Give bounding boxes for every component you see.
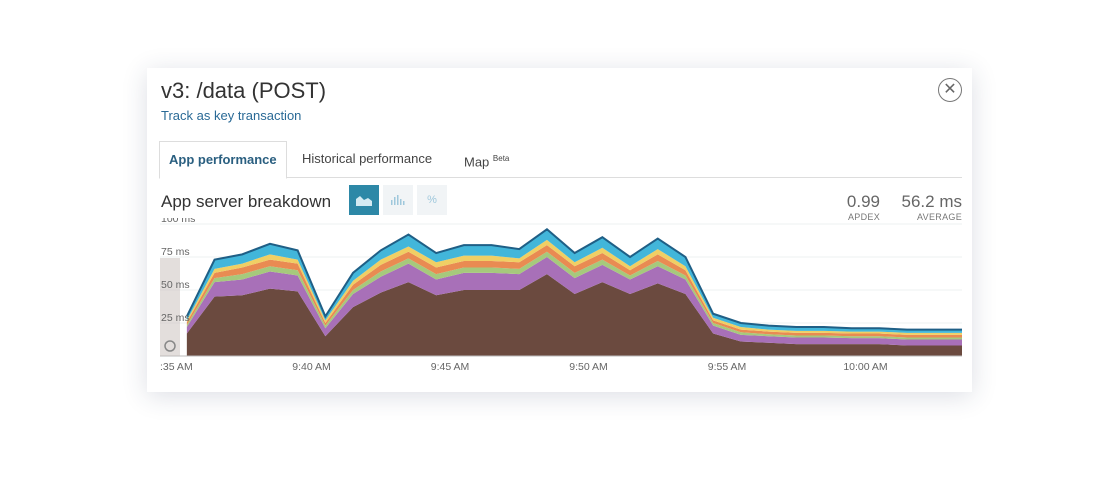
percent-icon: % xyxy=(427,194,437,206)
tab-historical-performance[interactable]: Historical performance xyxy=(293,141,441,177)
average-stat: 56.2 ms AVERAGE xyxy=(902,192,962,222)
y-tick-label: 25 ms xyxy=(161,312,190,324)
tab-map[interactable]: Map Beta xyxy=(455,141,518,177)
chart-title: App server breakdown xyxy=(161,192,332,211)
area-view-button[interactable] xyxy=(349,185,379,215)
x-tick-label: 9:55 AM xyxy=(708,361,747,373)
tab-bar: App performance Historical performance M… xyxy=(159,141,962,179)
track-key-transaction-link[interactable]: Track as key transaction xyxy=(161,108,302,123)
average-label: AVERAGE xyxy=(917,212,962,222)
apdex-value: 0.99 xyxy=(846,192,880,211)
area-series-2 xyxy=(186,251,962,340)
x-tick-label: 9:45 AM xyxy=(431,361,470,373)
area-series-3 xyxy=(186,245,962,338)
transaction-panel: v3: /data (POST) Track as key transactio… xyxy=(147,68,972,392)
y-tick-label: 50 ms xyxy=(161,279,190,291)
tab-app-performance[interactable]: App performance xyxy=(159,141,287,179)
x-tick-label: 9:50 AM xyxy=(569,361,608,373)
app-server-breakdown-chart[interactable]: 100 ms 75 ms 50 ms 25 ms :35 AM 9:40 AM 9:45 A… xyxy=(160,218,962,378)
close-icon: ✕ xyxy=(943,81,957,98)
beta-badge: Beta xyxy=(492,154,510,163)
x-tick-label: 10:00 AM xyxy=(843,361,887,373)
apdex-stat: 0.99 APDEX xyxy=(847,192,880,222)
bar-chart-icon xyxy=(391,195,405,206)
page-title: v3: /data (POST) xyxy=(161,78,327,103)
area-series-5 xyxy=(186,229,962,333)
close-button[interactable]: ✕ xyxy=(938,78,962,102)
x-tick-label: :35 AM xyxy=(160,361,193,373)
handle-grip-icon xyxy=(164,340,176,352)
area-chart-icon xyxy=(356,196,372,207)
selection-handle xyxy=(160,258,180,356)
percent-view-button[interactable]: % xyxy=(417,185,447,215)
average-value: 56.2 ms xyxy=(901,192,962,211)
x-tick-label: 9:40 AM xyxy=(292,361,331,373)
tab-label: App performance xyxy=(169,152,277,167)
apdex-label: APDEX xyxy=(847,212,880,222)
y-tick-label: 75 ms xyxy=(161,246,190,258)
area-series-0 xyxy=(186,274,962,356)
area-series-1 xyxy=(186,257,962,346)
y-tick-label: 100 ms xyxy=(161,218,195,225)
total-outline xyxy=(185,228,962,331)
area-series-4 xyxy=(186,239,962,335)
tab-label: Historical performance xyxy=(302,151,433,166)
tab-label: Map xyxy=(464,154,490,170)
bar-view-button[interactable] xyxy=(383,185,413,215)
